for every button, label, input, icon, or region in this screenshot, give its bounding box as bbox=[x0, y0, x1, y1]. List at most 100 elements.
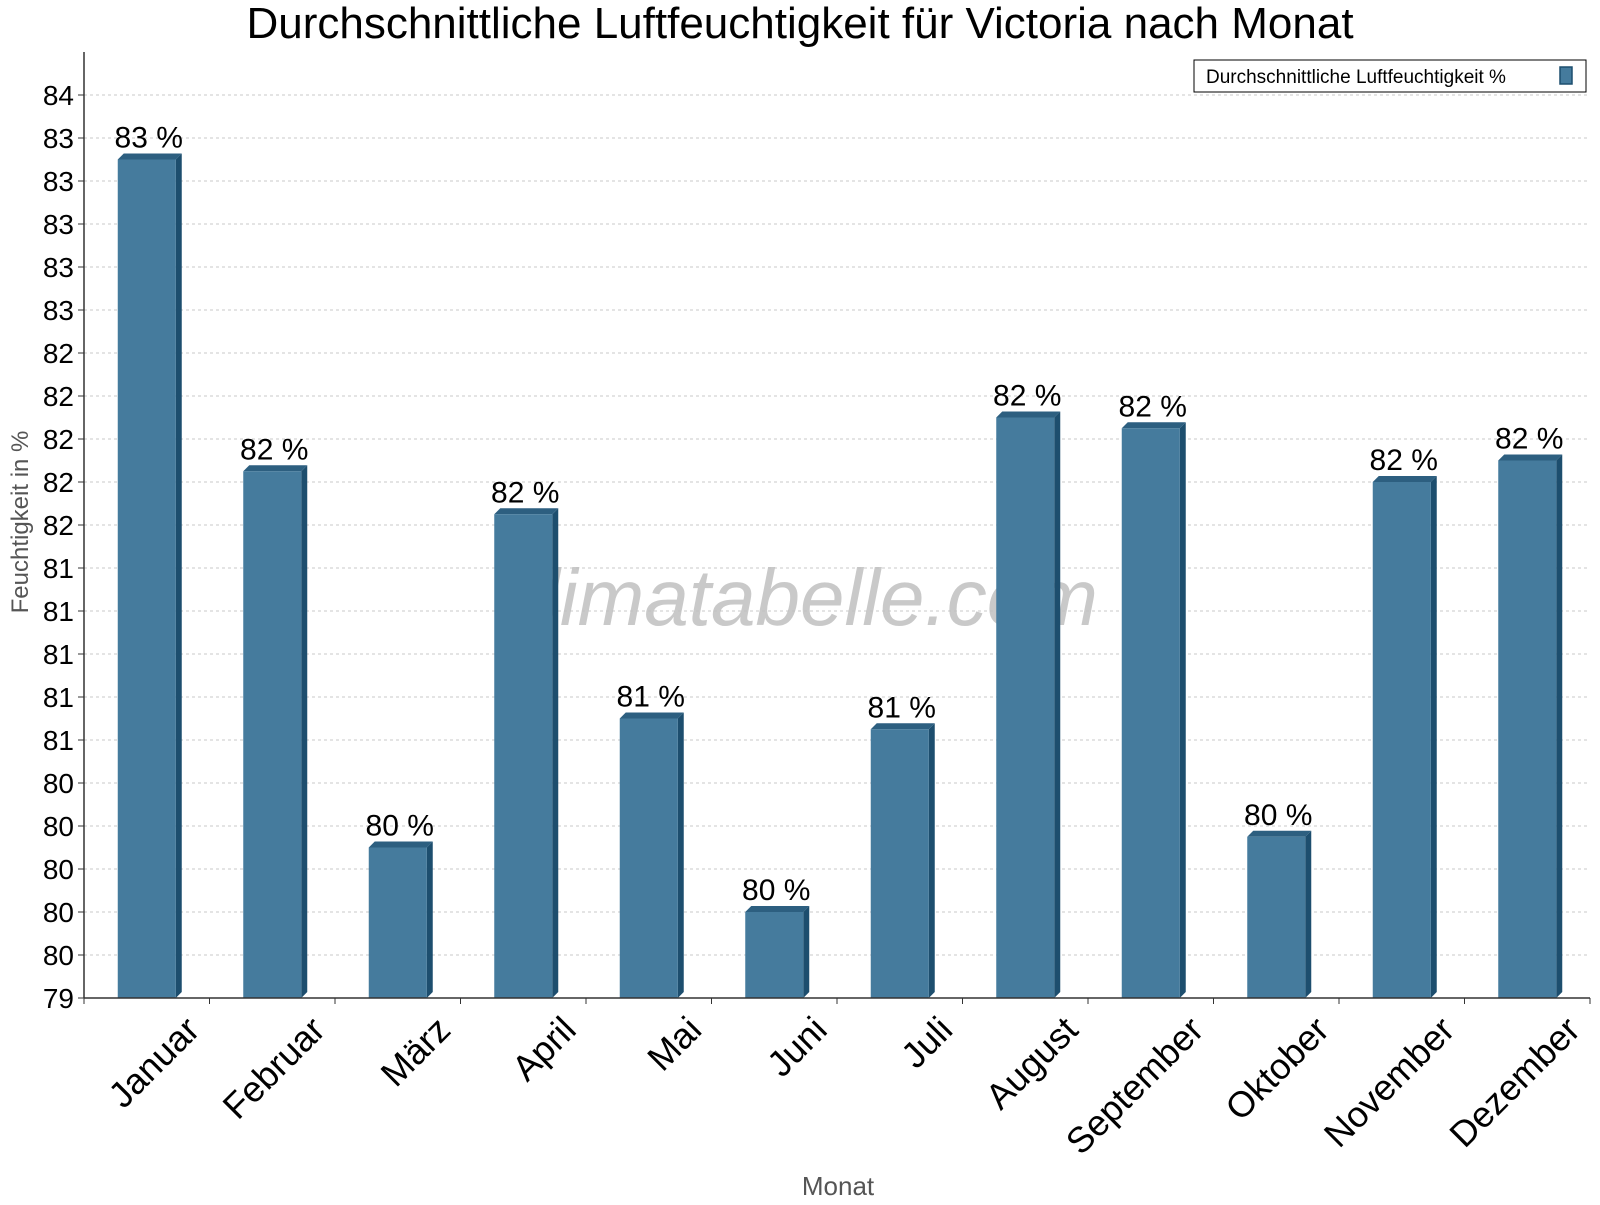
bar-front bbox=[117, 159, 176, 998]
data-label: 80 % bbox=[1244, 799, 1312, 832]
x-tick-label: Dezember bbox=[1441, 1009, 1587, 1155]
bar-side bbox=[301, 465, 308, 998]
y-tick-label: 81 bbox=[43, 596, 74, 627]
x-tick-label: März bbox=[373, 1009, 459, 1095]
bar-side bbox=[1054, 411, 1061, 998]
data-label: 82 % bbox=[1370, 444, 1438, 477]
y-tick-label: 82 bbox=[43, 424, 74, 455]
data-label: 81 % bbox=[617, 681, 685, 714]
bar-top bbox=[996, 411, 1061, 418]
data-label: 82 % bbox=[1119, 390, 1187, 423]
legend-label: Durchschnittliche Luftfeuchtigkeit % bbox=[1206, 67, 1506, 88]
bar-side bbox=[552, 508, 559, 998]
bar-front bbox=[1247, 836, 1306, 998]
x-tick-label: April bbox=[504, 1009, 584, 1089]
y-tick-label: 80 bbox=[43, 768, 74, 799]
y-axis-ticks: 79 80 80 80 80 80 81 81 81 81 81 82 82 82 82 82 83 83 83 83… bbox=[43, 80, 84, 1014]
bar-side bbox=[677, 712, 684, 998]
bar-front bbox=[494, 514, 553, 998]
bar-front bbox=[745, 912, 804, 998]
data-label: 81 % bbox=[868, 691, 936, 724]
x-tick-label: Juni bbox=[759, 1009, 835, 1085]
y-tick-label: 81 bbox=[43, 639, 74, 670]
bar bbox=[619, 712, 684, 998]
x-tick-label: Juli bbox=[893, 1009, 960, 1076]
y-tick-label: 82 bbox=[43, 338, 74, 369]
bar-side bbox=[803, 906, 810, 998]
data-label: 82 % bbox=[240, 433, 308, 466]
bar-front bbox=[996, 417, 1055, 998]
bar-side bbox=[1430, 476, 1437, 998]
y-axis-label: Feuchtigkeit in % bbox=[7, 431, 34, 614]
bar-top bbox=[1498, 454, 1563, 461]
data-label: 82 % bbox=[993, 380, 1061, 413]
bar-top bbox=[368, 841, 433, 848]
x-tick-label: Mai bbox=[639, 1009, 709, 1079]
bar-front bbox=[1372, 482, 1431, 998]
data-labels: 83 % 82 % 80 % 82 % 81 % 80 % 81 % 82 % 82 % 80 %… bbox=[115, 122, 1564, 908]
bar-front bbox=[243, 471, 302, 998]
bar-front bbox=[870, 729, 929, 998]
y-tick-label: 79 bbox=[43, 983, 74, 1014]
y-tick-label: 81 bbox=[43, 553, 74, 584]
bar-side bbox=[1556, 454, 1563, 998]
bar bbox=[117, 153, 182, 998]
bar-top bbox=[619, 712, 684, 719]
bar-side bbox=[426, 841, 433, 998]
x-tick-label: September bbox=[1058, 1009, 1212, 1163]
bar bbox=[243, 465, 308, 998]
bars bbox=[117, 153, 1563, 998]
legend-swatch bbox=[1559, 66, 1573, 85]
x-tick-label: November bbox=[1316, 1009, 1462, 1155]
y-tick-label: 82 bbox=[43, 381, 74, 412]
y-tick-label: 83 bbox=[43, 166, 74, 197]
legend-box bbox=[1193, 59, 1587, 93]
y-tick-label: 80 bbox=[43, 854, 74, 885]
x-tick-label: August bbox=[977, 1009, 1085, 1117]
bar-top bbox=[1121, 422, 1186, 429]
y-tick-label: 80 bbox=[43, 897, 74, 928]
data-label: 82 % bbox=[1495, 423, 1563, 456]
x-tick-label: Februar bbox=[215, 1009, 333, 1127]
bar bbox=[745, 906, 810, 998]
y-tick-label: 82 bbox=[43, 510, 74, 541]
bar bbox=[1121, 422, 1186, 998]
bar-top bbox=[117, 153, 182, 160]
bar bbox=[1498, 454, 1563, 998]
y-tick-label: 81 bbox=[43, 682, 74, 713]
bar-front bbox=[619, 718, 678, 998]
bar-side bbox=[175, 153, 182, 998]
bar bbox=[494, 508, 559, 998]
bar bbox=[1247, 830, 1312, 998]
bar-top bbox=[1372, 476, 1437, 482]
bar-front bbox=[368, 847, 427, 998]
bar bbox=[368, 841, 433, 998]
bar-front bbox=[1121, 428, 1180, 998]
bar-side bbox=[1305, 830, 1312, 998]
y-tick-label: 83 bbox=[43, 209, 74, 240]
legend: Durchschnittliche Luftfeuchtigkeit % bbox=[1193, 59, 1587, 93]
bar bbox=[870, 723, 935, 998]
x-tick-label: Januar bbox=[100, 1009, 207, 1116]
data-label: 83 % bbox=[115, 122, 183, 155]
bar bbox=[1372, 476, 1437, 998]
bar-side bbox=[928, 723, 935, 998]
data-label: 82 % bbox=[491, 476, 559, 509]
x-axis-label: Monat bbox=[802, 1171, 875, 1200]
chart-title: Durchschnittliche Luftfeuchtigkeit für V… bbox=[246, 0, 1353, 48]
bar-side bbox=[1179, 422, 1186, 998]
bar-top bbox=[1247, 830, 1312, 837]
y-tick-label: 82 bbox=[43, 467, 74, 498]
y-tick-label: 83 bbox=[43, 252, 74, 283]
y-tick-label: 80 bbox=[43, 940, 74, 971]
x-axis-ticks: Januar Februar März April Mai Juni Juli AugustS… bbox=[83, 998, 1591, 1163]
y-tick-label: 80 bbox=[43, 811, 74, 842]
data-label: 80 % bbox=[742, 874, 810, 907]
bar-top bbox=[243, 465, 308, 472]
bar-front bbox=[1498, 460, 1557, 998]
bar-top bbox=[494, 508, 559, 515]
x-tick-label: Oktober bbox=[1217, 1009, 1337, 1129]
bar-top bbox=[745, 906, 810, 912]
